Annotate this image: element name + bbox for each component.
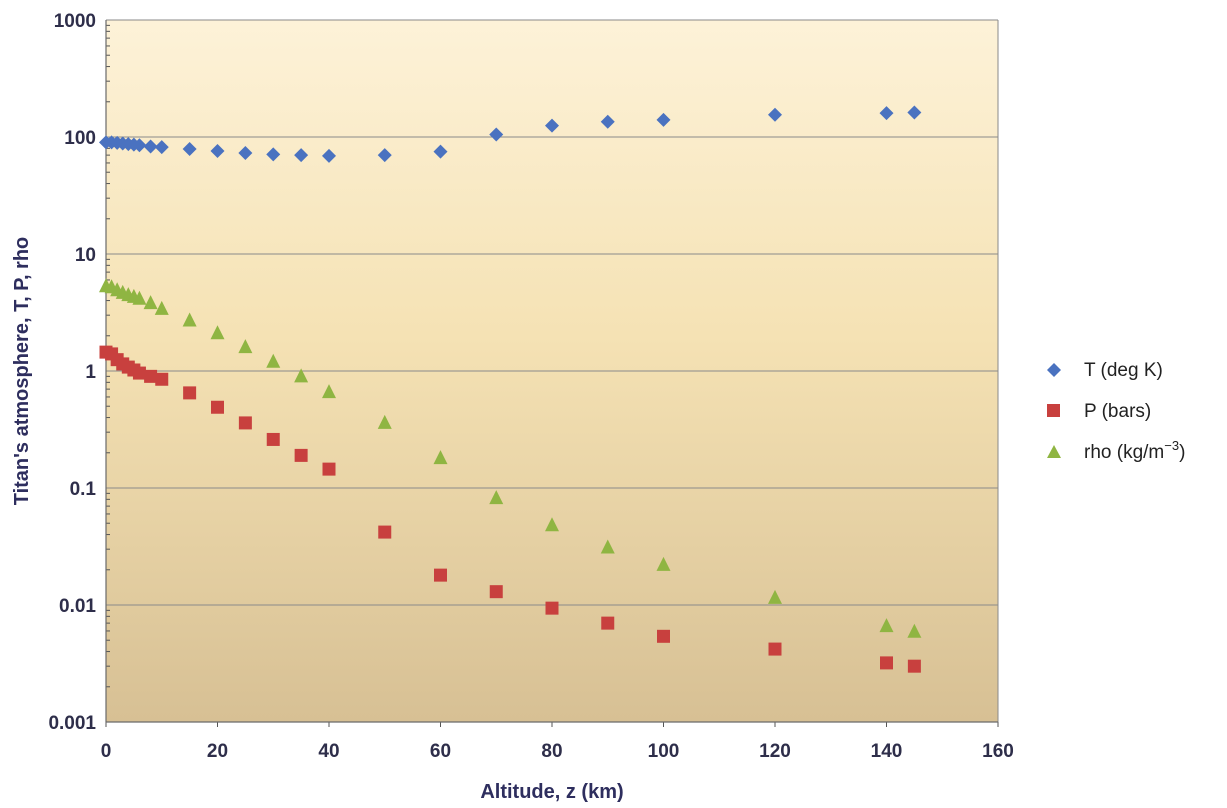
- data-point-diamond: [154, 140, 169, 155]
- data-point-square: [880, 656, 893, 670]
- y-tick-label: 1000: [54, 11, 96, 32]
- legend-label-rho: rho (kg/m−3): [1084, 438, 1185, 463]
- data-point-square: [211, 400, 224, 414]
- data-point-square: [238, 416, 252, 430]
- data-point-square: [907, 659, 921, 673]
- data-point-triangle: [132, 290, 147, 305]
- legend-marker-square: [1047, 404, 1060, 417]
- x-tick-label: 0: [101, 741, 112, 762]
- legend-marker-triangle: [1047, 445, 1061, 458]
- data-point-diamond: [768, 107, 782, 122]
- y-tick-label: 0.001: [48, 713, 96, 734]
- y-tick-label: 100: [64, 128, 96, 149]
- data-point-square: [266, 432, 280, 446]
- data-point-diamond: [143, 139, 158, 154]
- legend-label-rho-text: rho (kg/m: [1084, 442, 1164, 463]
- data-point-diamond: [879, 106, 894, 121]
- data-point-diamond: [322, 148, 336, 163]
- x-tick-label: 120: [759, 741, 791, 762]
- data-point-triangle: [879, 618, 894, 633]
- data-point-square: [322, 462, 336, 476]
- series-square: [99, 345, 921, 673]
- data-point-triangle: [182, 312, 197, 327]
- data-point-triangle: [210, 325, 225, 340]
- data-point-diamond: [545, 118, 559, 133]
- x-tick-label: 20: [207, 741, 228, 762]
- data-point-triangle: [489, 490, 504, 505]
- y-axis-title: Titan's atmosphere, T, P, rho: [11, 237, 33, 506]
- y-tick-label: 0.1: [70, 479, 97, 500]
- data-point-triangle: [768, 589, 782, 604]
- data-point-diamond: [210, 143, 225, 158]
- data-point-square: [768, 642, 782, 656]
- x-tick-label: 140: [871, 741, 903, 762]
- data-point-triangle: [656, 556, 671, 571]
- y-tick-labels: 0.001 0.01 0.1 1 10 100 1000: [48, 11, 96, 734]
- legend-item-t: T (deg K): [1047, 360, 1163, 381]
- x-tick-label: 40: [318, 741, 339, 762]
- data-point-diamond: [182, 141, 197, 156]
- x-axis-title: Altitude, z (km): [480, 781, 623, 803]
- x-tick-label: 160: [982, 741, 1014, 762]
- data-point-square: [489, 585, 503, 599]
- data-point-diamond: [377, 148, 392, 163]
- legend-item-rho: rho (kg/m−3): [1047, 438, 1185, 463]
- y-tick-label: 10: [75, 245, 96, 266]
- data-point-diamond: [266, 147, 281, 162]
- x-tick-label: 60: [430, 741, 451, 762]
- data-point-square: [132, 366, 146, 380]
- data-point-square: [378, 525, 392, 539]
- series-diamond: [99, 105, 922, 163]
- legend: T (deg K) P (bars) rho (kg/m−3): [1047, 360, 1185, 463]
- data-point-triangle: [545, 517, 559, 532]
- series-triangle: [99, 278, 922, 638]
- data-point-diamond: [489, 127, 504, 142]
- legend-label-p: P (bars): [1084, 401, 1151, 422]
- legend-label-t: T (deg K): [1084, 360, 1163, 381]
- data-point-square: [183, 386, 197, 400]
- series-layer: [99, 105, 922, 673]
- data-point-diamond: [294, 148, 309, 163]
- data-point-square: [545, 601, 559, 615]
- legend-marker-diamond: [1047, 363, 1061, 377]
- data-point-diamond: [238, 145, 253, 160]
- x-tick-label: 80: [541, 741, 562, 762]
- data-point-square: [601, 616, 615, 630]
- data-point-diamond: [656, 112, 671, 127]
- data-point-square: [657, 629, 670, 643]
- legend-label-rho-close: ): [1179, 442, 1185, 463]
- data-point-triangle: [600, 539, 615, 554]
- data-point-triangle: [266, 353, 281, 368]
- data-point-triangle: [154, 300, 169, 315]
- y-tick-label: 0.01: [59, 596, 96, 617]
- x-tick-label: 100: [648, 741, 680, 762]
- data-point-square: [144, 369, 158, 383]
- data-point-triangle: [238, 339, 253, 354]
- x-tick-labels: 0 20 40 60 80 100 120 140 160: [101, 741, 1014, 762]
- y-tick-label: 1: [85, 362, 96, 383]
- data-point-diamond: [600, 114, 615, 129]
- legend-item-p: P (bars): [1047, 401, 1151, 422]
- data-point-triangle: [322, 384, 336, 399]
- data-point-triangle: [377, 414, 392, 429]
- data-point-square: [155, 372, 169, 386]
- legend-label-rho-sup: −3: [1164, 438, 1179, 453]
- data-point-triangle: [294, 368, 309, 383]
- data-point-square: [294, 448, 308, 462]
- data-point-diamond: [907, 105, 922, 120]
- data-point-square: [434, 568, 447, 582]
- data-point-diamond: [132, 138, 147, 153]
- data-point-triangle: [143, 295, 158, 310]
- data-point-diamond: [433, 144, 448, 159]
- data-point-triangle: [433, 450, 448, 465]
- data-point-triangle: [907, 623, 922, 638]
